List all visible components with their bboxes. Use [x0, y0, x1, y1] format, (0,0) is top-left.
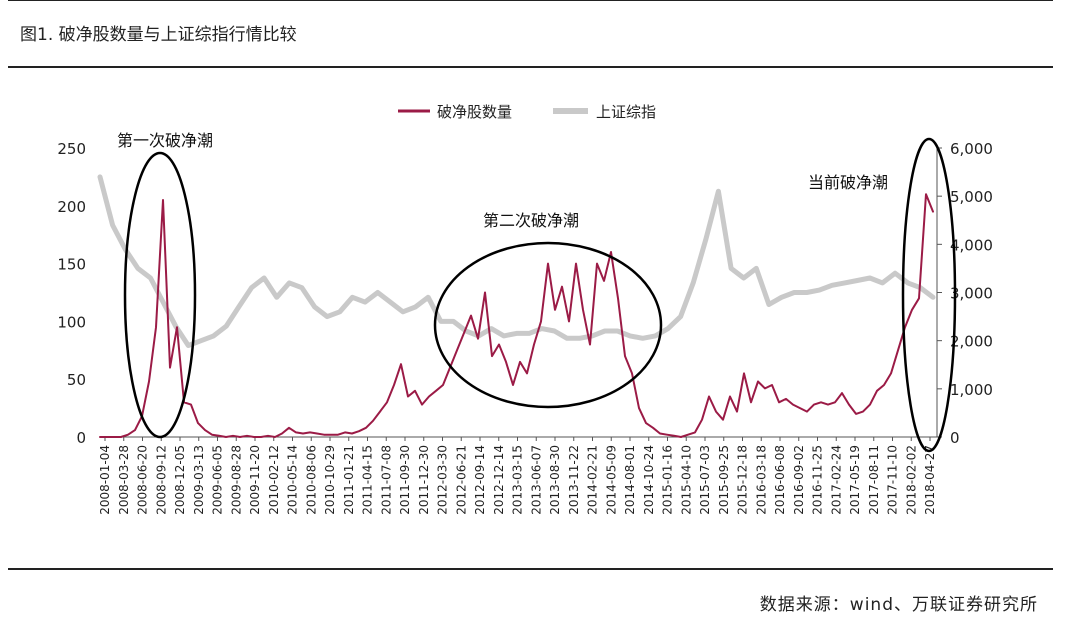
y-right-tick-label: 4,000	[950, 236, 993, 254]
x-tick-label: 2015-07-03	[698, 445, 712, 515]
title-divider	[8, 66, 1053, 68]
x-tick-label: 2009-08-28	[229, 445, 243, 515]
x-tick-label: 2014-05-09	[604, 445, 618, 515]
y-right-tick-label: 5,000	[950, 188, 993, 206]
x-tick-label: 2011-12-30	[417, 445, 431, 515]
y-left-tick-label: 0	[76, 429, 86, 447]
x-tick-label: 2016-11-25	[811, 445, 825, 515]
series-line-broken-net	[99, 193, 934, 438]
x-tick-label: 2017-08-11	[867, 445, 881, 515]
x-tick-label: 2012-12-14	[492, 445, 506, 515]
legend-label-broken-net: 破净股数量	[437, 103, 512, 121]
x-tick-label: 2010-05-14	[286, 445, 300, 515]
x-tick-label: 2011-07-08	[379, 445, 393, 515]
annotation-label-first: 第一次破净潮	[117, 131, 213, 150]
x-tick-label: 2012-06-21	[454, 445, 468, 515]
y-right-tick-label: 6,000	[950, 140, 993, 158]
bottom-rule	[8, 568, 1053, 570]
x-tick-label: 2018-04-27	[923, 445, 937, 515]
x-tick-label: 2018-02-02	[904, 445, 918, 515]
legend: 破净股数量 上证综指	[398, 103, 656, 121]
x-tick-label: 2016-03-18	[754, 445, 768, 515]
x-tick-label: 2011-01-21	[342, 445, 356, 515]
legend-label-sse: 上证综指	[596, 103, 656, 121]
figure-title: 图1. 破净股数量与上证综指行情比较	[20, 25, 297, 45]
y-right-tick-label: 0	[950, 429, 960, 447]
y-left-tick-label: 100	[57, 313, 86, 331]
x-tick-label: 2013-03-15	[511, 445, 525, 515]
annotation-label-second: 第二次破净潮	[483, 211, 579, 230]
x-tick-label: 2012-09-14	[473, 445, 487, 515]
annotation-label-current: 当前破净潮	[808, 173, 888, 192]
x-tick-label: 2015-01-16	[661, 445, 675, 515]
x-tick-label: 2012-03-30	[436, 445, 450, 515]
x-tick-label: 2013-11-22	[567, 445, 581, 515]
x-tick-label: 2015-12-18	[736, 445, 750, 515]
x-tick-label: 2009-11-20	[248, 445, 262, 515]
annotations: 第一次破净潮 第二次破净潮 当前破净潮	[117, 131, 957, 453]
x-tick-label: 2016-06-08	[773, 445, 787, 515]
x-tick-label: 2017-02-24	[829, 445, 843, 515]
y-left-tick-label: 250	[57, 140, 86, 158]
x-tick-label: 2011-09-30	[398, 445, 412, 515]
y-left-tick-label: 50	[67, 371, 86, 389]
x-tick-label: 2017-05-19	[848, 445, 862, 515]
x-tick-label: 2010-08-06	[304, 445, 318, 515]
x-tick-label: 2014-08-01	[623, 445, 637, 515]
y-left-tick-label: 200	[57, 198, 86, 216]
x-tick-label: 2009-06-05	[211, 445, 225, 515]
x-tick-label: 2014-10-24	[642, 445, 656, 515]
series-lines	[97, 174, 936, 438]
x-tick-label: 2014-02-21	[586, 445, 600, 515]
x-tick-label: 2013-08-30	[548, 445, 562, 515]
x-tick-label: 2017-11-10	[886, 445, 900, 515]
x-tick-label: 2010-10-29	[323, 445, 337, 515]
annotation-ellipse-second	[433, 241, 663, 409]
x-tick-label: 2008-01-04	[98, 445, 112, 515]
top-rule	[8, 0, 1053, 1]
y-right-tick-label: 3,000	[950, 285, 993, 303]
y-left-tick-label: 150	[57, 256, 86, 274]
annotation-ellipse-first	[123, 151, 197, 439]
x-tick-label: 2011-04-15	[361, 445, 375, 515]
x-tick-label: 2009-03-13	[192, 445, 206, 515]
chart-canvas: 破净股数量 上证综指 0 50 100 150 200 250 0 1,000 2,000 3,…	[57, 103, 993, 515]
y-left-ticks: 0 50 100 150 200 250	[57, 140, 86, 447]
y-right-tick-label: 1,000	[950, 381, 993, 399]
x-tick-label: 2008-06-20	[136, 445, 150, 515]
x-tick-label: 2015-09-25	[717, 445, 731, 515]
x-tick-label: 2010-02-12	[267, 445, 281, 515]
x-tick-label: 2008-09-12	[154, 445, 168, 515]
x-tick-label: 2015-04-10	[679, 445, 693, 515]
series-line-sse	[97, 174, 936, 348]
y-right-tick-label: 2,000	[950, 333, 993, 351]
source-note: 数据来源：wind、万联证券研究所	[759, 595, 1038, 615]
x-tick-label: 2013-06-07	[529, 445, 543, 515]
x-tick-label: 2008-12-05	[173, 445, 187, 515]
x-tick-label: 2016-09-02	[792, 445, 806, 515]
x-ticks: 2008-01-04 2008-03-28 2008-06-20 2008-09-12…	[98, 437, 937, 515]
x-tick-label: 2008-03-28	[117, 445, 131, 515]
annotation-ellipse-current	[901, 137, 957, 453]
y-right-ticks: 0 1,000 2,000 3,000 4,000 5,000 6,000	[937, 140, 993, 447]
